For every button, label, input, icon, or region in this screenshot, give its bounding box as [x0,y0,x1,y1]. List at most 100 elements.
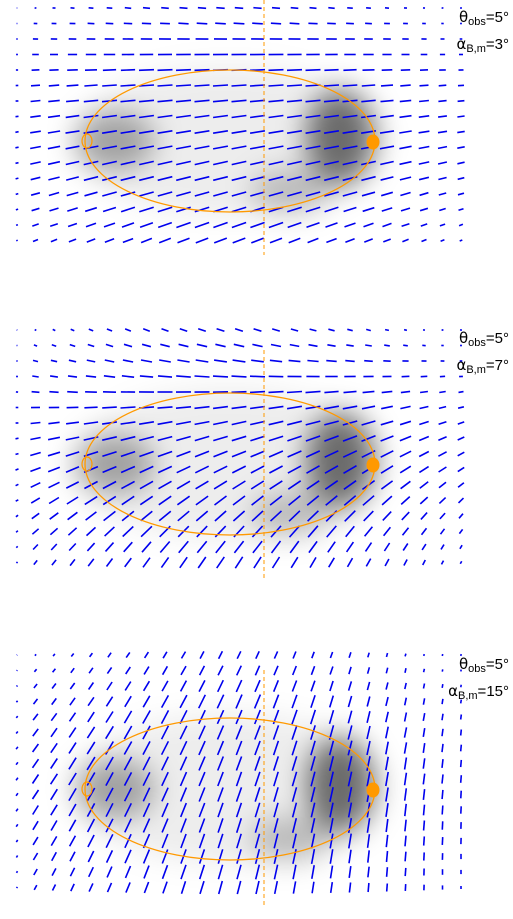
polarization-vector [212,130,229,134]
polarization-vector [15,685,19,687]
polarization-vector [326,359,337,363]
polarization-vector [231,405,247,410]
polarization-vector [15,700,19,703]
polarization-vector [329,771,334,787]
polarization-vector [120,450,136,458]
polarization-vector [161,802,169,818]
polarization-vector [291,802,298,818]
polarization-vector [310,818,316,833]
polarization-vector [120,99,136,103]
polarization-vector [347,740,353,756]
polarization-vector [198,740,206,756]
polarization-vector [32,728,39,737]
polarization-vector [328,328,335,332]
polarization-vector [328,557,335,568]
polarization-vector [157,206,173,213]
polarization-vector [249,390,266,394]
polarization-vector [50,758,58,769]
polarization-vector [139,191,154,197]
polarization-vector [235,694,243,709]
polarization-vector [348,666,352,675]
polarization-vector [67,527,78,536]
polarization-vector [438,466,447,473]
polarization-vector [194,465,210,474]
polarization-vector [198,725,206,740]
polarization-vector [291,771,298,787]
polarization-vector [328,756,335,771]
polarization-vector [268,114,284,119]
polarization-vector [366,711,371,723]
polarization-vector [15,746,19,750]
polarization-vector [288,510,301,522]
polarization-vector [180,665,187,676]
polarization-vector [139,465,154,474]
polarization-vector [291,818,298,833]
polarization-vector [175,420,192,426]
polarization-vector [422,742,426,754]
polarization-vector [195,359,209,363]
polarization-vector [120,465,136,474]
polarization-vector [400,191,411,197]
polarization-vector [30,84,41,87]
polarization-vector [343,495,357,506]
polarization-vector [30,481,41,489]
polarization-vector [438,192,447,196]
polarization-vector [123,772,133,786]
polarization-vector [251,495,264,506]
polarization-vector [458,513,464,519]
polarization-vector [418,176,430,181]
polarization-vector [48,496,60,505]
polarization-vector [102,175,117,182]
polarization-vector [253,6,262,10]
polarization-vector [324,206,339,213]
polarization-vector [292,881,297,894]
polarization-vector [381,405,393,410]
polarization-vector [235,725,243,740]
polarization-vector [48,481,60,489]
polarization-vector [268,99,284,103]
polarization-vector [457,99,465,103]
polarization-vector [231,390,247,394]
polarization-vector [124,849,132,864]
polarization-vector [105,833,114,849]
polarization-vector [198,709,206,725]
polarization-vector [216,694,225,709]
polarization-vector [457,451,465,457]
polarization-vector [217,833,224,849]
polarization-vector [324,465,339,474]
polarization-vector [380,435,394,442]
polarization-vector [310,725,316,740]
polarization-vector [176,175,191,182]
polarization-vector [342,84,358,87]
polarization-vector [143,666,150,675]
polarization-vector [286,114,303,119]
polarization-vector [47,114,61,119]
polarization-vector [380,450,394,458]
polarization-vector [273,665,279,676]
polarization-vector [120,114,136,119]
polarization-vector [459,729,463,736]
polarization-vector [254,756,261,771]
polarization-vector [419,420,429,426]
polarization-vector [437,130,448,134]
ring-marker-right [366,782,380,798]
polarization-vector [329,881,334,894]
polarization-vector [30,115,41,118]
polarization-vector [310,740,316,756]
polarization-vector [459,560,463,565]
polarization-vector [88,883,94,892]
polarization-vector [251,510,264,522]
polarization-vector [379,145,395,150]
polarization-vector [325,222,338,228]
polarization-vector [120,130,136,134]
polarization-vector [346,344,354,347]
polarization-vector [399,465,412,474]
polarization-vector [385,682,389,690]
polarization-vector [217,771,224,787]
polarization-vector [122,359,134,363]
bright-spot-right [306,737,374,833]
polarization-vector [270,343,282,348]
polarization-vector [15,530,19,533]
polarization-vector [457,436,465,441]
bright-spot-right [306,89,374,185]
